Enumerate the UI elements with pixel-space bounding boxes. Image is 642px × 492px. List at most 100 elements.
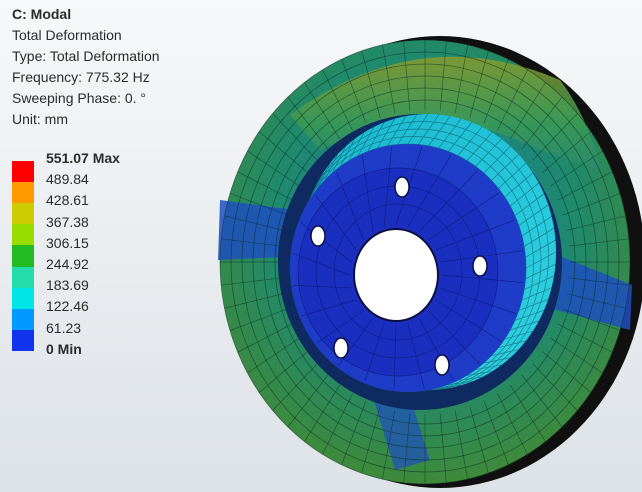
ring-mesh-radial-line <box>550 337 603 374</box>
ring-mesh-radial-line <box>566 293 626 309</box>
legend-swatch <box>12 224 34 246</box>
ring-mesh-radial-line <box>341 59 367 124</box>
sweeping-phase: Sweeping Phase: 0. ° <box>12 90 147 106</box>
ring-mesh-radial-line <box>221 277 281 286</box>
ring-mesh-radial-line <box>382 410 396 480</box>
face-mesh-line <box>428 310 480 365</box>
ring-mesh-radial-line <box>361 50 381 118</box>
ring-mesh-radial-line <box>224 293 284 309</box>
analysis-title: C: Modal <box>12 6 72 22</box>
face-mesh-line <box>393 324 397 390</box>
legend-swatch <box>12 181 34 203</box>
ring-mesh-radial-line <box>237 171 293 201</box>
face-mesh-ring <box>333 203 463 341</box>
ring-mesh-radial-line <box>221 238 281 247</box>
face-mesh-line <box>441 274 524 283</box>
ring-mesh-radial-line <box>454 44 468 114</box>
ring-mesh-radial-line <box>521 374 563 428</box>
ring-mesh-radial-line <box>361 406 381 474</box>
ring-mesh-radial-line <box>272 113 318 161</box>
ring-mesh-radial-line <box>562 193 621 216</box>
ring-mesh-radial-line <box>439 41 447 111</box>
frequency-value: Frequency: 775.32 Hz <box>12 69 150 85</box>
face-mesh-line <box>362 155 374 232</box>
disc-top-band <box>290 56 600 170</box>
lug-hole-top <box>394 176 410 198</box>
legend-swatch <box>12 266 34 288</box>
ring-mesh-radial-line <box>439 413 447 483</box>
ring-mesh-radial-line <box>229 308 288 331</box>
ring-mesh-radial-line <box>497 69 528 131</box>
legend-value-label: 306.15 <box>46 234 89 251</box>
legend-value-label: 183.69 <box>46 277 89 294</box>
ring-mesh-radial-line <box>542 351 592 393</box>
ring-mesh-radial-line <box>403 413 411 483</box>
ring-mesh-radial-line <box>521 96 563 150</box>
ring-mesh-radial-line <box>247 150 300 187</box>
ring-mesh-radial-line <box>542 131 592 173</box>
ring-mesh-radial-line <box>562 308 621 331</box>
face-mesh-line <box>300 222 352 263</box>
ring-mesh-radial-line <box>224 215 284 231</box>
face-mesh-line <box>316 310 364 344</box>
legend-value-label: 367.38 <box>46 213 89 230</box>
lug-hole-bottom-left <box>333 337 349 359</box>
ring-mesh-radial-line <box>532 113 578 161</box>
face-mesh-line <box>292 253 351 276</box>
ring-mesh-radial-line <box>483 400 509 465</box>
legend-min-label: 0 Min <box>46 340 82 357</box>
legend-swatch <box>12 245 34 267</box>
legend-value-label: 428.61 <box>46 192 89 209</box>
ring-mesh-radial-line <box>403 41 411 111</box>
legend-swatch <box>12 308 34 331</box>
lug-hole-right <box>472 255 488 277</box>
legend-max-label: 551.07 Max <box>46 150 120 166</box>
ring-mesh-radial-line <box>229 193 288 216</box>
face-mesh-line <box>435 299 501 342</box>
hat-face-mesh <box>292 146 524 390</box>
ring-mesh-radial-line <box>566 215 626 231</box>
face-mesh-line <box>418 170 478 232</box>
ring-mesh-radial-line <box>557 171 613 201</box>
face-mesh-line <box>301 299 357 317</box>
ring-mesh-radial-line <box>322 69 353 131</box>
ring-mesh-radial-line <box>509 82 546 140</box>
legend-value-label: 244.92 <box>46 256 89 272</box>
result-info-annotation: C: Modal Total Deformation Type: Total D… <box>12 4 160 130</box>
ring-mesh-radial-line <box>272 363 318 411</box>
ring-mesh-radial-line <box>569 277 629 286</box>
face-mesh-ring <box>297 167 499 377</box>
legend-value-label: 122.46 <box>46 298 89 315</box>
ring-mesh-radial-line <box>569 238 629 247</box>
ring-mesh-radial-line <box>287 374 329 428</box>
ring-mesh-radial-line <box>237 323 293 353</box>
legend-swatch <box>12 160 34 182</box>
ring-mesh-radial-line <box>469 406 489 474</box>
face-mesh-line <box>407 154 452 227</box>
result-type: Type: Total Deformation <box>12 48 160 64</box>
legend-value-label: 61.23 <box>46 319 82 336</box>
legend-swatch <box>12 287 34 309</box>
ring-mesh-radial-line <box>287 96 329 150</box>
ring-mesh-radial-line <box>304 82 341 140</box>
ring-mesh-radial-line <box>550 150 603 187</box>
color-legend[interactable]: 551.07 Max 489.84 428.61 367.38 306.15 244.92… <box>12 150 132 362</box>
legend-swatch <box>12 202 34 225</box>
face-mesh-line <box>336 171 364 240</box>
ring-mesh-radial-line <box>469 50 489 118</box>
ring-mesh-radial-line <box>382 44 396 114</box>
face-mesh-line <box>293 284 352 289</box>
ring-mesh-radial <box>220 40 630 484</box>
ring-mesh-radial-line <box>258 131 308 173</box>
ring-mesh-radial-line <box>304 384 341 442</box>
lug-hole-left <box>310 225 326 247</box>
ring-mesh-radial-line <box>258 351 308 393</box>
ring-mesh-radial-line <box>322 393 353 455</box>
unit-label: Unit: mm <box>12 111 68 127</box>
ring-mesh-radial-line <box>557 323 613 353</box>
ring-mesh-radial-line <box>509 384 546 442</box>
face-mesh-line <box>435 219 515 251</box>
lug-hole-bottom-right <box>434 354 450 376</box>
